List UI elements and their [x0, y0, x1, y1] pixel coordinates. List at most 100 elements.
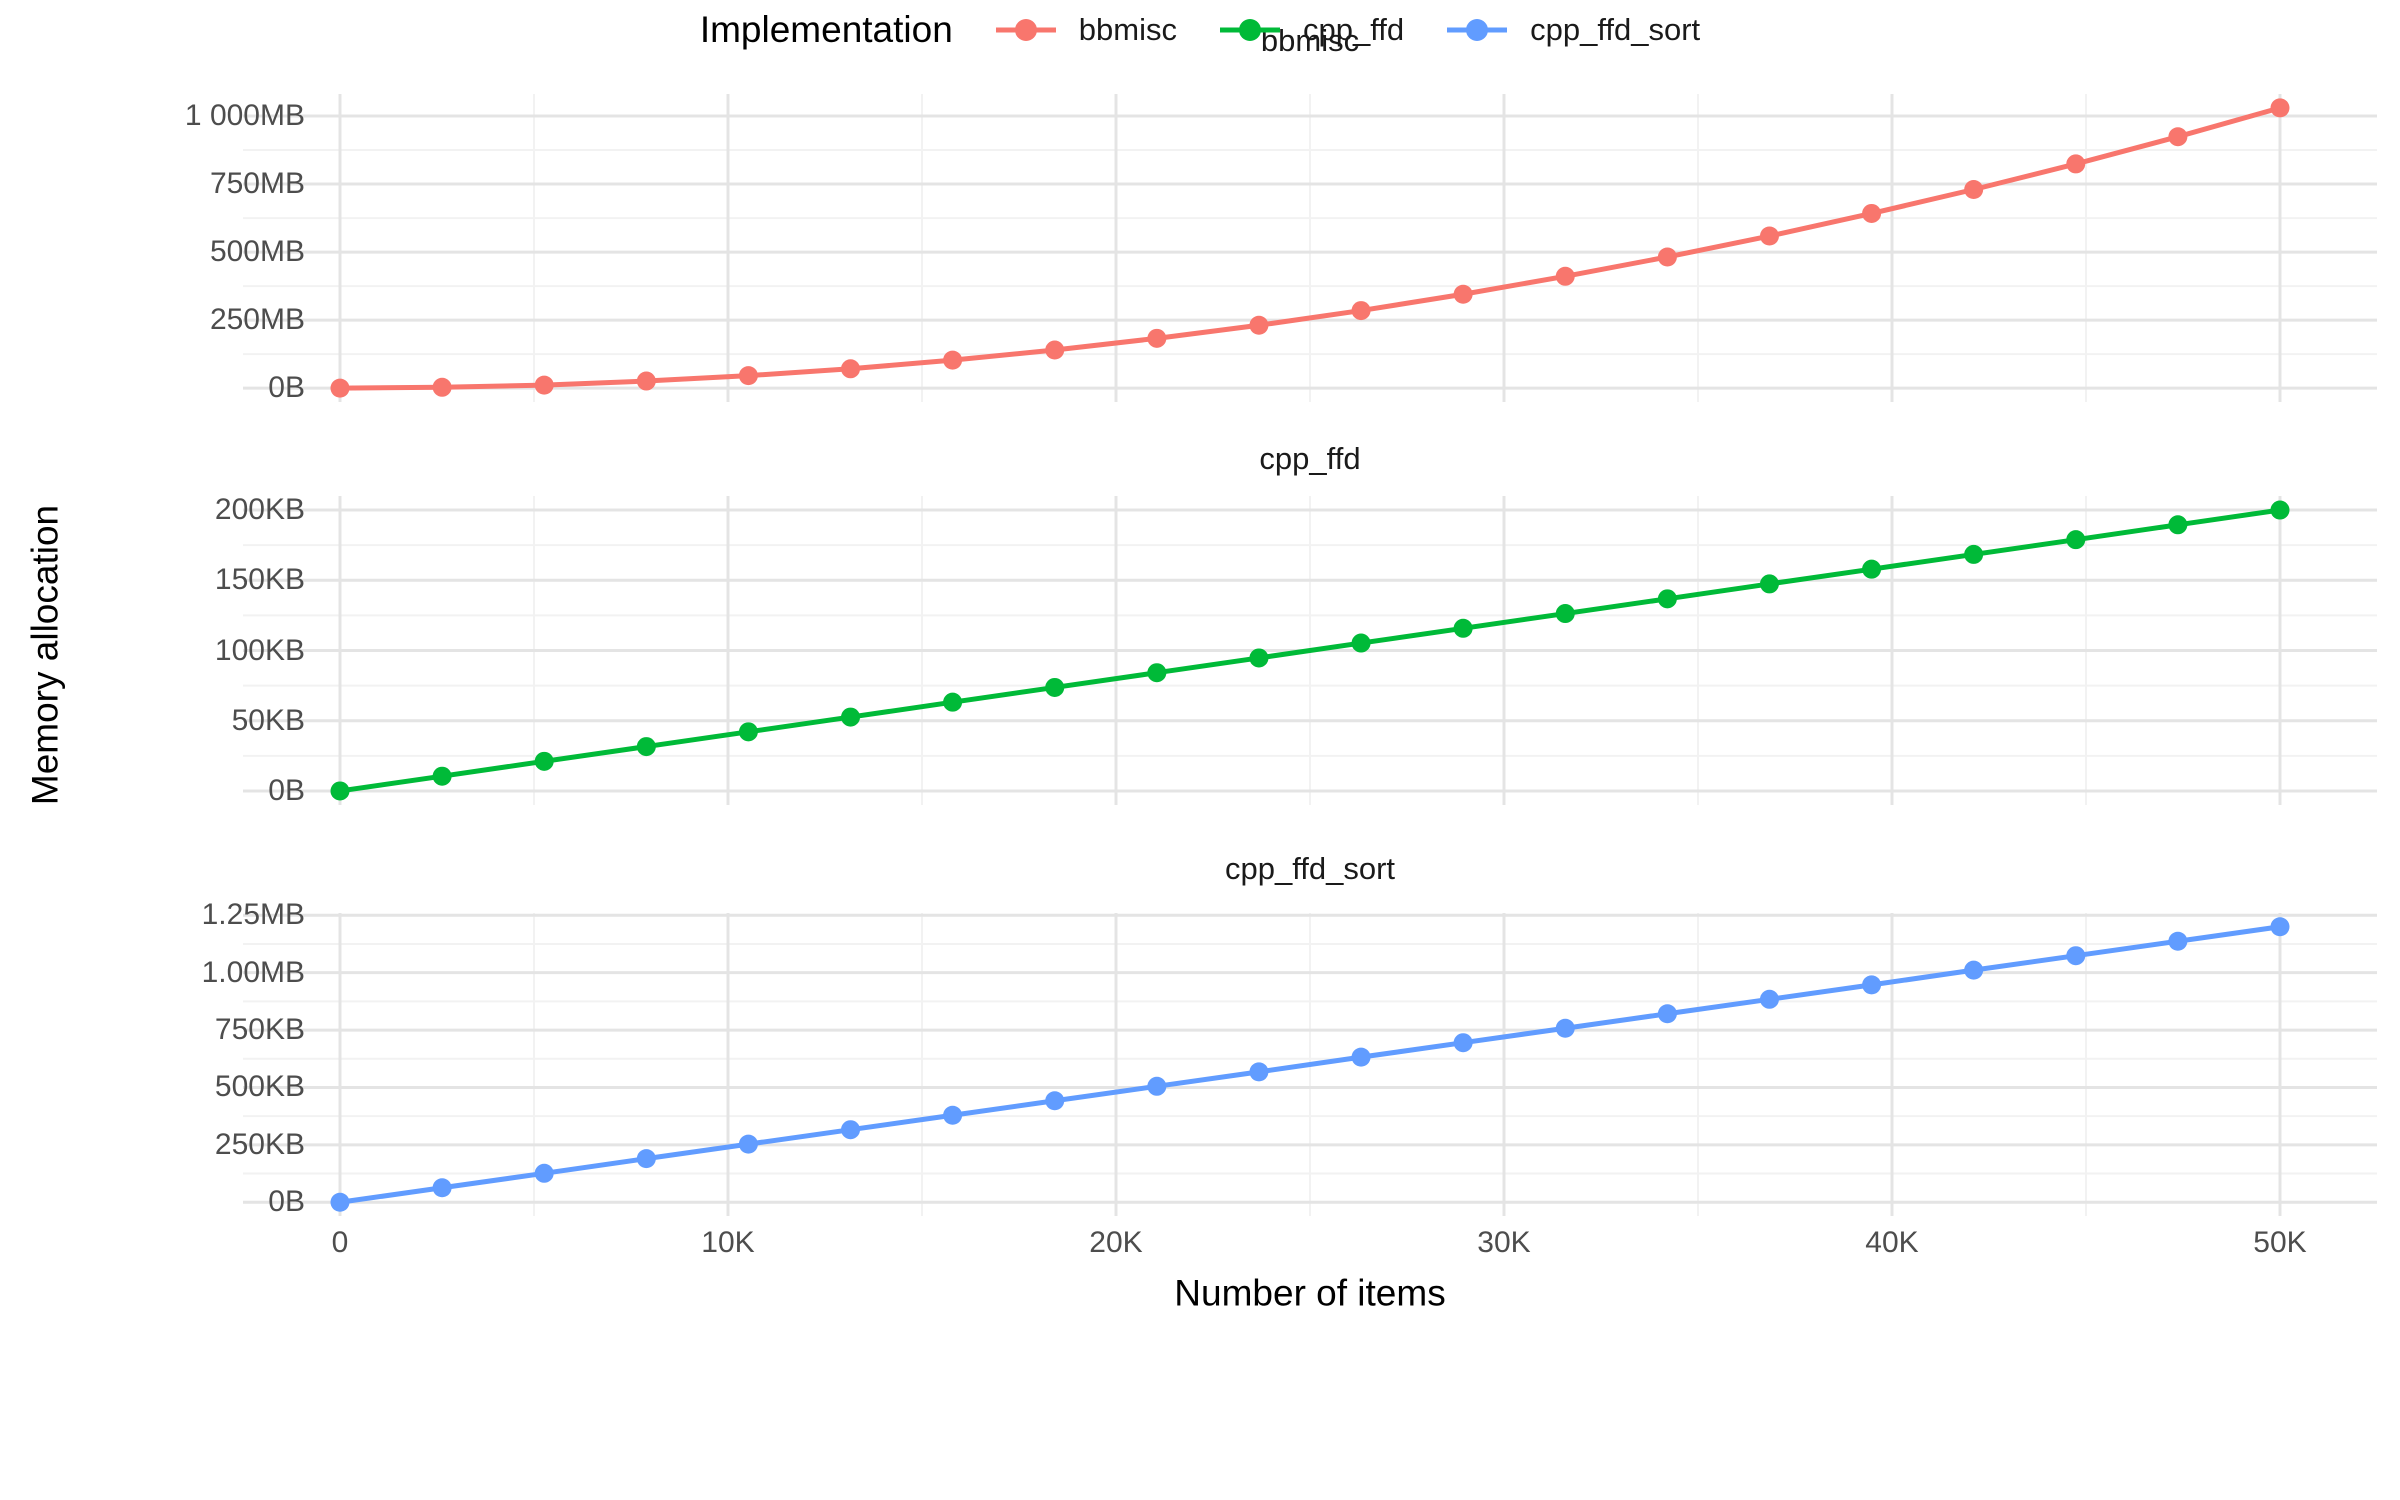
legend-entry-cpp-ffd-sort: cpp_ffd_sort	[1446, 12, 1700, 48]
data-point-bbmisc	[738, 366, 758, 386]
y-tick-label: 1.25MB	[201, 898, 305, 932]
legend-label: cpp_ffd	[1302, 12, 1405, 47]
data-point-cpp_ffd_sort	[534, 1163, 554, 1183]
data-point-cpp_ffd_sort	[1759, 989, 1779, 1009]
data-point-cpp_ffd_sort	[1964, 960, 1984, 980]
data-point-cpp_ffd_sort	[841, 1120, 861, 1140]
series-line-cpp_ffd_sort	[339, 924, 2281, 1205]
data-point-bbmisc	[534, 375, 554, 395]
data-point-cpp_ffd_sort	[1453, 1033, 1473, 1053]
legend: Implementation bbmisc cpp_ffd cpp_ffd_so…	[0, 0, 2400, 60]
legend-title: Implementation	[699, 9, 953, 50]
y-tick-label: 150KB	[214, 563, 305, 597]
x-tick-label: 10K	[701, 1226, 755, 1259]
data-point-cpp_ffd	[1351, 633, 1371, 653]
data-point-cpp_ffd_sort	[943, 1105, 963, 1125]
data-point-cpp_ffd_sort	[2066, 946, 2086, 966]
data-point-bbmisc	[943, 350, 963, 370]
data-point-bbmisc	[1045, 340, 1065, 360]
x-tick-label: 40K	[1865, 1226, 1919, 1259]
data-point-cpp_ffd_sort	[1147, 1076, 1167, 1096]
data-point-cpp_ffd	[1045, 677, 1065, 697]
data-point-cpp_ffd	[738, 722, 758, 742]
data-point-cpp_ffd	[943, 692, 963, 712]
data-point-cpp_ffd	[636, 737, 656, 757]
y-tick-label: 1.00MB	[201, 955, 305, 989]
data-point-cpp_ffd	[1555, 604, 1575, 624]
y-tick-label: 100KB	[214, 633, 305, 667]
data-point-cpp_ffd_sort	[738, 1134, 758, 1154]
panel-title-cpp-ffd: cpp_ffd	[1259, 441, 1361, 476]
y-tick-label: 250KB	[214, 1127, 305, 1161]
y-tick-label: 0B	[268, 371, 305, 405]
data-point-cpp_ffd	[432, 766, 452, 786]
y-tick-label: 50KB	[231, 703, 305, 737]
legend-entry-bbmisc: bbmisc	[995, 12, 1177, 48]
data-point-cpp_ffd	[1453, 618, 1473, 638]
x-axis-title: Number of items	[1174, 1272, 1446, 1314]
data-point-bbmisc	[636, 371, 656, 391]
series-line-cpp_ffd	[339, 507, 2281, 794]
legend-key-line-point-icon	[995, 19, 1056, 41]
data-point-cpp_ffd	[2270, 500, 2290, 520]
legend-key-line-point-icon	[1447, 19, 1508, 41]
data-point-cpp_ffd_sort	[1249, 1062, 1269, 1082]
legend-label: cpp_ffd_sort	[1530, 12, 1701, 47]
x-tick-label: 50K	[2253, 1226, 2307, 1259]
data-point-cpp_ffd	[2168, 515, 2188, 535]
data-point-cpp_ffd	[841, 707, 861, 727]
data-point-cpp_ffd_sort	[1045, 1091, 1065, 1111]
data-point-cpp_ffd_sort	[2270, 917, 2290, 937]
data-point-cpp_ffd_sort	[1862, 975, 1882, 995]
data-point-bbmisc	[2066, 154, 2086, 174]
data-point-bbmisc	[1759, 226, 1779, 246]
y-axis-title: Memory allocation	[24, 504, 66, 806]
data-point-cpp_ffd	[1964, 544, 1984, 564]
data-point-bbmisc	[1147, 328, 1167, 348]
y-tick-label: 250MB	[209, 303, 305, 337]
data-point-cpp_ffd_sort	[1657, 1004, 1677, 1024]
data-point-cpp_ffd	[2066, 530, 2086, 550]
series-line-bbmisc	[339, 105, 2281, 391]
data-point-bbmisc	[1249, 315, 1269, 335]
data-point-bbmisc	[330, 378, 350, 398]
y-tick-label: 1 000MB	[184, 99, 305, 133]
y-tick-label: 500KB	[214, 1070, 305, 1104]
data-point-bbmisc	[1657, 247, 1677, 267]
data-point-cpp_ffd	[1657, 589, 1677, 609]
data-point-cpp_ffd_sort	[432, 1178, 452, 1198]
y-tick-label: 0B	[268, 773, 305, 807]
data-point-bbmisc	[2168, 127, 2188, 147]
data-point-cpp_ffd	[534, 751, 554, 771]
data-point-cpp_ffd_sort	[1555, 1018, 1575, 1038]
data-point-cpp_ffd	[1862, 559, 1882, 579]
data-point-bbmisc	[1453, 284, 1473, 304]
y-tick-label: 0B	[268, 1185, 305, 1219]
data-point-cpp_ffd	[1759, 574, 1779, 594]
data-point-cpp_ffd_sort	[330, 1192, 350, 1212]
legend-label: bbmisc	[1078, 12, 1177, 47]
y-tick-label: 750MB	[209, 167, 305, 201]
data-point-bbmisc	[1862, 203, 1882, 223]
y-tick-label: 500MB	[209, 235, 305, 269]
x-tick-label: 30K	[1477, 1226, 1531, 1259]
legend-key-line-point-icon	[1219, 19, 1280, 41]
legend-entry-cpp-ffd: cpp_ffd	[1219, 12, 1404, 48]
data-point-cpp_ffd_sort	[636, 1149, 656, 1169]
y-tick-label: 200KB	[214, 493, 305, 527]
data-point-cpp_ffd	[1249, 648, 1269, 668]
x-tick-label: 0	[331, 1226, 349, 1259]
data-point-bbmisc	[432, 377, 452, 397]
data-point-cpp_ffd	[330, 781, 350, 801]
data-point-bbmisc	[1351, 301, 1371, 321]
x-tick-label: 20K	[1089, 1226, 1143, 1259]
panel-title-cpp-ffd-sort: cpp_ffd_sort	[1224, 851, 1396, 886]
data-point-bbmisc	[1964, 180, 1984, 200]
data-point-cpp_ffd_sort	[2168, 931, 2188, 951]
data-point-bbmisc	[1555, 266, 1575, 286]
data-point-bbmisc	[841, 359, 861, 379]
data-point-cpp_ffd	[1147, 663, 1167, 683]
data-point-cpp_ffd_sort	[1351, 1047, 1371, 1067]
data-point-bbmisc	[2270, 98, 2290, 118]
